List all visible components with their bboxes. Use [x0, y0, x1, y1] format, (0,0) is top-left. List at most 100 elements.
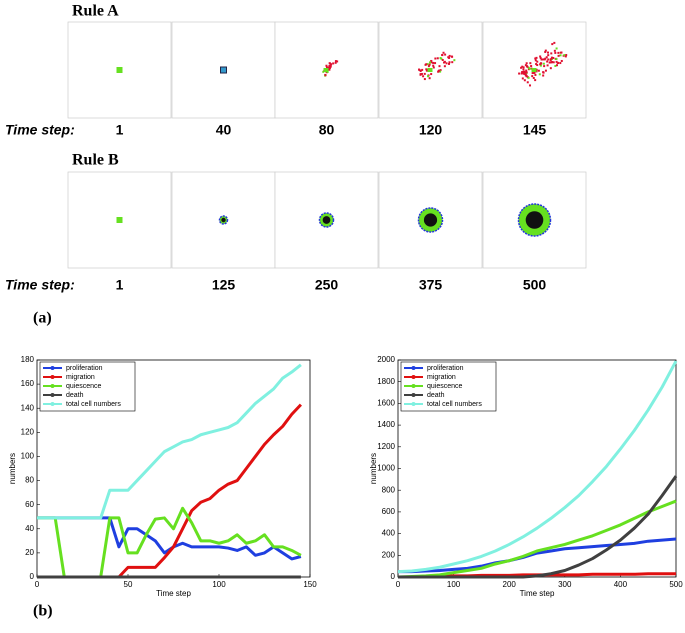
cell [428, 77, 431, 80]
cell [525, 71, 528, 74]
y-axis-label: numbers [369, 453, 378, 484]
x-tick-label: 50 [124, 580, 133, 589]
cell [534, 57, 537, 60]
cell [545, 56, 548, 59]
cell [332, 62, 335, 65]
cell [323, 68, 329, 72]
cell [559, 54, 562, 57]
cell [521, 70, 524, 73]
cell [543, 65, 546, 68]
cell [531, 72, 534, 75]
cell [544, 50, 547, 53]
cell-core [221, 217, 226, 223]
cell [551, 58, 554, 61]
cell [549, 59, 552, 62]
x-tick-label: 200 [503, 580, 517, 589]
cell [544, 49, 547, 52]
y-tick-label: 100 [21, 452, 35, 461]
cell [555, 57, 558, 60]
cell [448, 62, 451, 65]
legend-marker [411, 366, 416, 370]
cell [425, 63, 428, 66]
cell [328, 65, 331, 68]
cell [418, 69, 421, 72]
cell [560, 59, 563, 62]
y-tick-label: 0 [391, 572, 396, 581]
cell [522, 68, 525, 71]
cell [542, 58, 545, 61]
cell [525, 62, 528, 65]
cell [538, 73, 541, 76]
cell [443, 65, 446, 68]
cell [524, 64, 527, 67]
cell [527, 66, 530, 69]
cell [550, 56, 553, 59]
y-tick-label: 2000 [377, 355, 395, 364]
cell [421, 68, 424, 71]
cell [419, 73, 422, 76]
legend-marker [50, 366, 55, 370]
cell [546, 64, 549, 67]
step-number: 120 [419, 122, 443, 138]
cell [542, 62, 545, 65]
cell [427, 65, 430, 68]
cell [552, 56, 555, 59]
x-tick-label: 0 [35, 580, 40, 589]
cell [334, 60, 337, 63]
y-tick-label: 1400 [377, 420, 395, 429]
cell [334, 61, 337, 64]
cell [432, 61, 435, 64]
cell [328, 68, 331, 71]
cell [441, 54, 444, 57]
cell [555, 60, 558, 63]
cell [428, 63, 431, 66]
cell [434, 57, 437, 60]
cell [328, 62, 331, 65]
step-label: Time step: [5, 122, 75, 138]
y-tick-label: 120 [21, 427, 35, 436]
cell [439, 69, 442, 72]
legend-label: death [66, 392, 84, 399]
cell [439, 70, 442, 73]
legend-marker [411, 393, 416, 397]
y-tick-label: 1600 [377, 399, 395, 408]
legend-label: quiescence [427, 383, 463, 390]
cell [336, 60, 339, 63]
cell [445, 62, 448, 65]
cell [563, 54, 566, 57]
step-number: 145 [523, 122, 547, 138]
cell [426, 69, 429, 72]
cell [559, 51, 562, 54]
legend-label: proliferation [66, 365, 103, 372]
x-tick-label: 100 [447, 580, 461, 589]
legend-marker [411, 384, 416, 388]
panel-label: (b) [33, 603, 53, 620]
cell [531, 75, 534, 78]
cell [530, 65, 533, 68]
cell [544, 69, 547, 72]
y-tick-label: 1200 [377, 442, 395, 451]
legend-label: total cell numbers [66, 401, 121, 408]
step-number: 1 [116, 277, 124, 293]
cell [437, 70, 440, 73]
y-tick-label: 1000 [377, 464, 395, 473]
cell [556, 61, 559, 64]
cell [426, 63, 429, 66]
cell [534, 73, 537, 76]
cell [547, 58, 550, 61]
cell [528, 67, 531, 70]
cell [448, 56, 451, 59]
y-tick-label: 400 [382, 529, 396, 538]
cell [518, 72, 521, 75]
cell [555, 47, 558, 50]
y-tick-label: 80 [25, 476, 34, 485]
cell-core [322, 216, 331, 224]
cell [557, 54, 560, 57]
cell [559, 62, 562, 65]
cell [325, 66, 328, 69]
step-number: 80 [319, 122, 335, 138]
cell [420, 72, 423, 75]
legend-marker [50, 375, 55, 379]
cell [526, 65, 529, 68]
legend-marker [411, 375, 416, 379]
